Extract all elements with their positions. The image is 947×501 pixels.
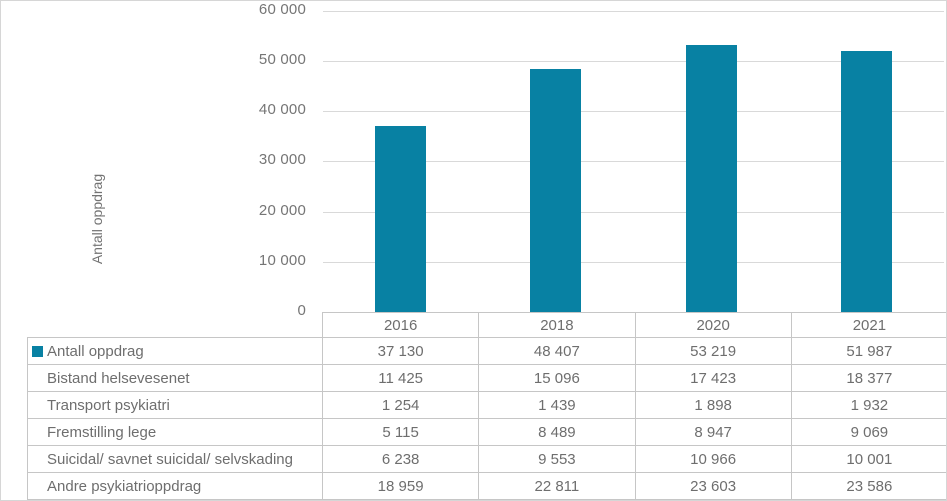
y-tick-label: 0	[297, 302, 306, 319]
table-value: 1 932	[791, 392, 946, 419]
table-value: 22 811	[479, 473, 636, 500]
table-value: 15 096	[479, 365, 636, 392]
table-value: 53 219	[635, 338, 792, 365]
data-table: 2016 2018 2020 2021 Antall oppdrag 37 13…	[27, 312, 946, 500]
year-header-2021: 2021	[791, 312, 946, 338]
bar-2020	[686, 45, 737, 312]
table-value: 10 001	[791, 446, 946, 473]
table-value: 11 425	[323, 365, 480, 392]
gridline	[323, 262, 944, 263]
table-value: 23 603	[635, 473, 792, 500]
gridline	[323, 111, 944, 112]
row-label-andre-psykiatrioppdrag: Andre psykiatrioppdrag	[27, 473, 323, 500]
table-value: 9 553	[479, 446, 636, 473]
y-tick-label: 40 000	[258, 101, 306, 118]
year-header-2018: 2018	[479, 312, 636, 338]
row-label-bistand-helsevesenet: Bistand helsevesenet	[27, 365, 323, 392]
table-value: 37 130	[323, 338, 480, 365]
row-label-antall-oppdrag: Antall oppdrag	[27, 338, 323, 365]
y-tick-label: 60 000	[258, 1, 306, 18]
row-label-fremstilling-lege: Fremstilling lege	[27, 419, 323, 446]
gridline	[323, 161, 944, 162]
table-value: 9 069	[791, 419, 946, 446]
y-axis-title: Antall oppdrag	[89, 173, 105, 265]
year-header-2016: 2016	[323, 312, 480, 338]
table-value: 10 966	[635, 446, 792, 473]
y-tick-label: 10 000	[258, 252, 306, 269]
table-value: 23 586	[791, 473, 946, 500]
bar-2021	[841, 51, 892, 312]
table-value: 8 947	[635, 419, 792, 446]
y-tick-label: 50 000	[258, 51, 306, 68]
table-value: 5 115	[323, 419, 480, 446]
table-corner-cell	[27, 312, 323, 338]
legend-marker-icon	[32, 345, 43, 357]
row-label-transport-psykiatri: Transport psykiatri	[27, 392, 323, 419]
year-header-2020: 2020	[635, 312, 792, 338]
y-tick-label: 30 000	[258, 151, 306, 168]
table-value: 17 423	[635, 365, 792, 392]
table-value: 1 254	[323, 392, 480, 419]
gridline	[323, 61, 944, 62]
bar-2018	[530, 69, 581, 312]
table-value: 6 238	[323, 446, 480, 473]
table-value: 48 407	[479, 338, 636, 365]
y-tick-label: 20 000	[258, 202, 306, 219]
row-label-text: Antall oppdrag	[47, 342, 144, 360]
bar-2016	[375, 126, 426, 312]
table-value: 18 959	[323, 473, 480, 500]
table-value: 18 377	[791, 365, 946, 392]
gridline	[323, 11, 944, 12]
gridline	[323, 212, 944, 213]
table-value: 1 439	[479, 392, 636, 419]
table-value: 1 898	[635, 392, 792, 419]
table-value: 8 489	[479, 419, 636, 446]
table-value: 51 987	[791, 338, 946, 365]
plot-area	[323, 11, 944, 312]
row-label-suicidal: Suicidal/ savnet suicidal/ selvskading	[27, 446, 323, 473]
